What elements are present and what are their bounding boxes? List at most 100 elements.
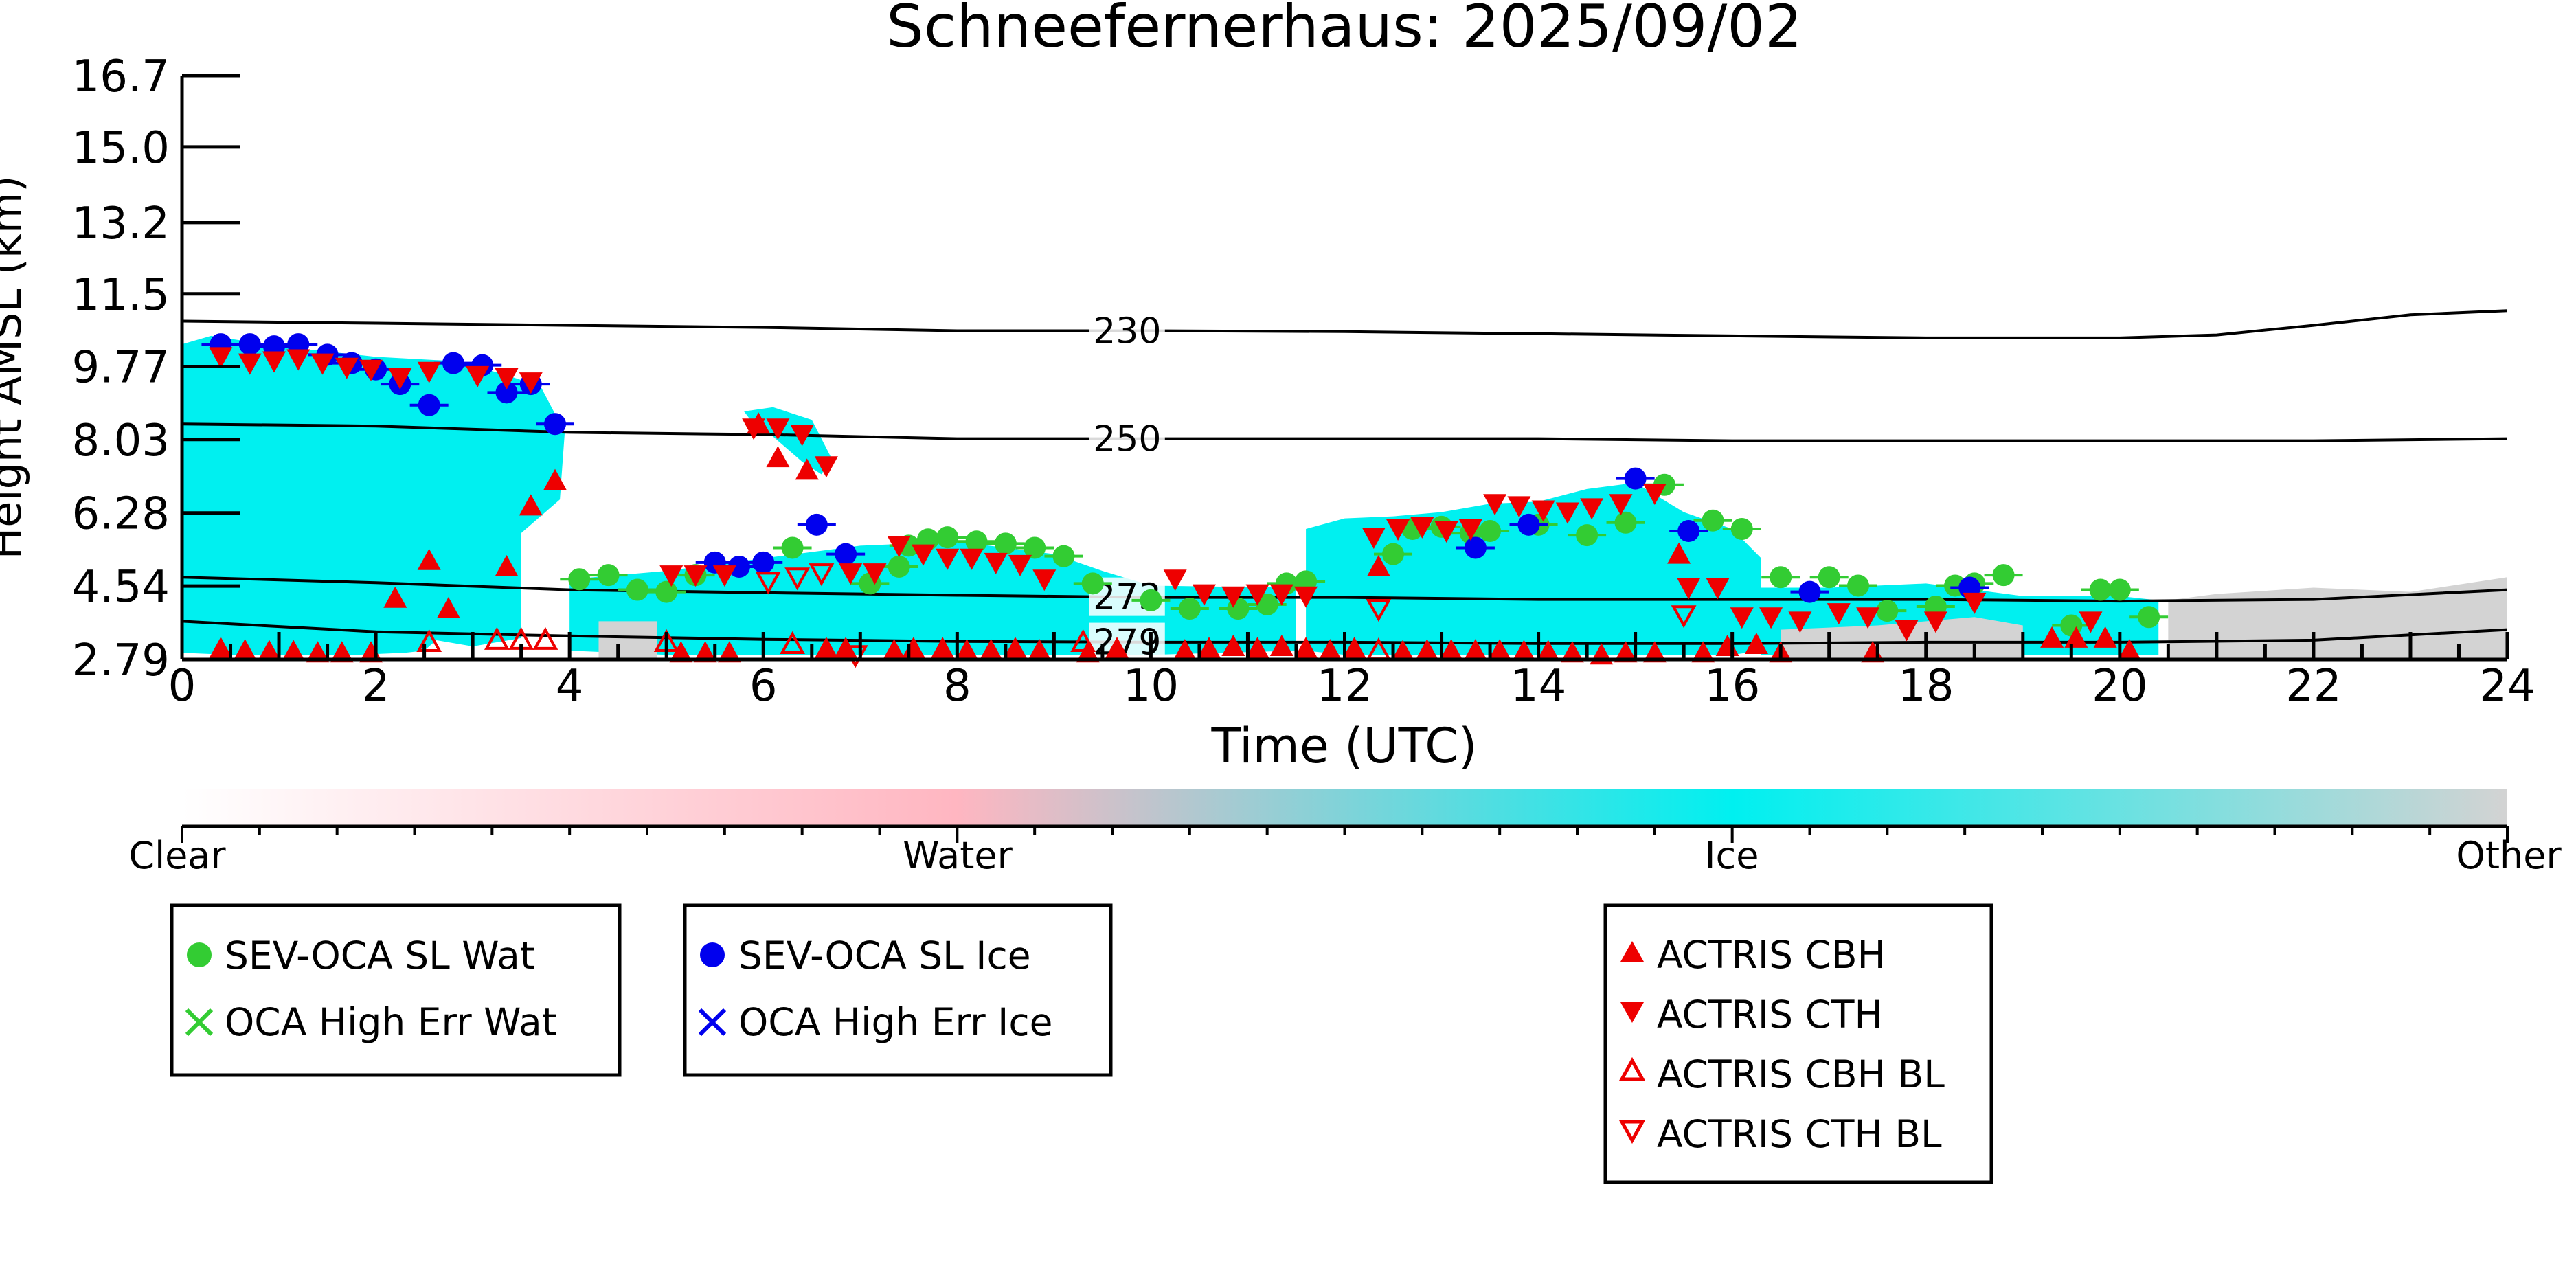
legend-frame	[1603, 903, 1993, 1184]
data-point-triangle-up	[1197, 637, 1221, 659]
legend-box-actris: ACTRIS CBH ACTRIS CTH ACTRIS CBH BL ACTR…	[1603, 903, 1993, 1184]
data-point-triangle-up	[1415, 639, 1439, 661]
data-point-circle	[1798, 580, 1821, 603]
data-point-circle	[1702, 509, 1724, 532]
data-point-circle	[1992, 564, 2015, 587]
chart-title: Schneefernerhaus: 2025/09/02	[886, 0, 1803, 61]
legend-label: ACTRIS CTH	[1657, 993, 1883, 1037]
data-point-triangle-down	[1923, 611, 1947, 633]
data-point-triangle-down	[1192, 584, 1216, 606]
data-point-triangle-up-open	[484, 626, 510, 650]
data-point-triangle-down	[814, 456, 838, 478]
x-tick-label: 20	[2092, 661, 2147, 712]
isotherm-line	[182, 576, 2507, 603]
x-tick-label: 22	[2285, 661, 2341, 712]
colorbar-label-water: Water	[903, 834, 1013, 877]
data-point-triangle-up	[693, 641, 717, 663]
data-point-triangle-up-open	[1070, 629, 1096, 652]
data-point-circle	[1730, 517, 1753, 540]
data-point-triangle-up	[766, 446, 790, 468]
data-point-circle	[1876, 600, 1899, 622]
legend-marker-cth	[1620, 1002, 1644, 1023]
data-point-circle	[1081, 572, 1104, 595]
data-point-triangle-up-open	[416, 629, 442, 652]
data-point-triangle-up	[543, 468, 567, 490]
isotherm-label-bg	[1089, 311, 1165, 350]
data-point-triangle-up	[495, 554, 519, 576]
legend-frame	[683, 903, 1113, 1077]
data-point-triangle-up	[1294, 637, 1318, 659]
data-point-triangle-down	[790, 425, 814, 447]
data-point-circle	[1517, 513, 1540, 536]
y-tick-label: 6.28	[72, 489, 170, 540]
data-point-triangle-up	[1488, 639, 1512, 661]
data-point-triangle-down	[1609, 494, 1633, 516]
data-point-circle	[2089, 578, 2112, 601]
legend-marker-cbh-bl	[1618, 1057, 1646, 1081]
data-point-triangle-down	[1827, 603, 1851, 625]
data-point-triangle-up	[519, 494, 543, 516]
data-point-triangle-down	[1032, 569, 1057, 591]
data-point-triangle-up	[1173, 639, 1197, 661]
data-point-circle	[544, 413, 567, 436]
cloud-mask-region-ice	[182, 335, 565, 655]
data-point-triangle-down	[1507, 496, 1531, 518]
data-point-circle	[781, 536, 804, 559]
data-point-circle	[1178, 598, 1201, 620]
data-point-triangle-up	[2093, 626, 2117, 648]
data-point-triangle-up	[383, 586, 407, 608]
data-point-circle	[805, 513, 828, 536]
data-point-triangle-up	[1642, 641, 1667, 663]
data-point-triangle-up	[1536, 640, 1560, 662]
legend-marker-sev-ice	[700, 942, 725, 967]
x-tick-label: 0	[168, 661, 196, 712]
data-point-triangle-down	[1434, 521, 1458, 543]
colorbar-ticks	[181, 826, 2509, 843]
data-point-triangle-up	[1614, 641, 1638, 663]
data-point-circle	[597, 564, 620, 587]
data-point-triangle-up	[1221, 635, 1245, 657]
data-point-circle	[1382, 543, 1405, 565]
data-point-triangle-down	[1730, 607, 1754, 629]
data-point-triangle-down	[1386, 519, 1410, 541]
data-point-triangle-down	[1706, 578, 1730, 600]
data-point-triangle-up	[2117, 639, 2141, 661]
data-point-triangle-down	[1580, 498, 1604, 520]
data-point-triangle-down	[209, 347, 233, 369]
legend-label: SEV-OCA SL Ice	[738, 934, 1031, 978]
data-point-triangle-up	[436, 597, 460, 619]
cloud-mask-region-other	[2168, 577, 2507, 659]
data-point-triangle-down	[388, 368, 412, 389]
x-tick-label: 2	[362, 661, 390, 712]
data-point-circle	[752, 551, 775, 574]
data-point-circle	[965, 530, 988, 553]
data-point-triangle-down-open	[1366, 599, 1392, 622]
data-point-triangle-down	[1269, 584, 1293, 606]
colorbar: Clear Water Ice Other	[128, 789, 2562, 877]
data-point-triangle-down	[1294, 586, 1318, 608]
data-point-triangle-down-open	[809, 563, 835, 587]
data-point-triangle-down	[1677, 578, 1701, 600]
data-point-triangle-down	[2079, 611, 2103, 633]
colorbar-label-other: Other	[2456, 834, 2562, 877]
data-point-circle	[568, 568, 591, 591]
data-point-triangle-up	[717, 641, 741, 663]
data-point-circle	[442, 352, 464, 374]
legend-label: OCA High Err Wat	[225, 1000, 556, 1044]
x-tick-label: 16	[1704, 661, 1760, 712]
data-point-triangle-down	[863, 563, 887, 585]
data-point-triangle-down	[1963, 592, 1987, 614]
data-point-triangle-down	[1856, 607, 1880, 629]
data-point-triangle-up-open	[532, 626, 558, 650]
data-point-triangle-up	[1105, 637, 1129, 659]
data-point-triangle-down	[1163, 569, 1187, 591]
data-point-triangle-down	[960, 548, 984, 570]
data-point-circle	[1624, 467, 1647, 490]
data-point-triangle-down	[1483, 494, 1507, 516]
x-tick-label: 4	[556, 661, 584, 712]
cloud-mask-region-ice	[424, 508, 521, 647]
y-ticks: 2.79 4.54 6.28 8.03 9.77 11.5 13.2 15.0 16.7	[72, 52, 240, 686]
legend-frame	[170, 903, 622, 1077]
